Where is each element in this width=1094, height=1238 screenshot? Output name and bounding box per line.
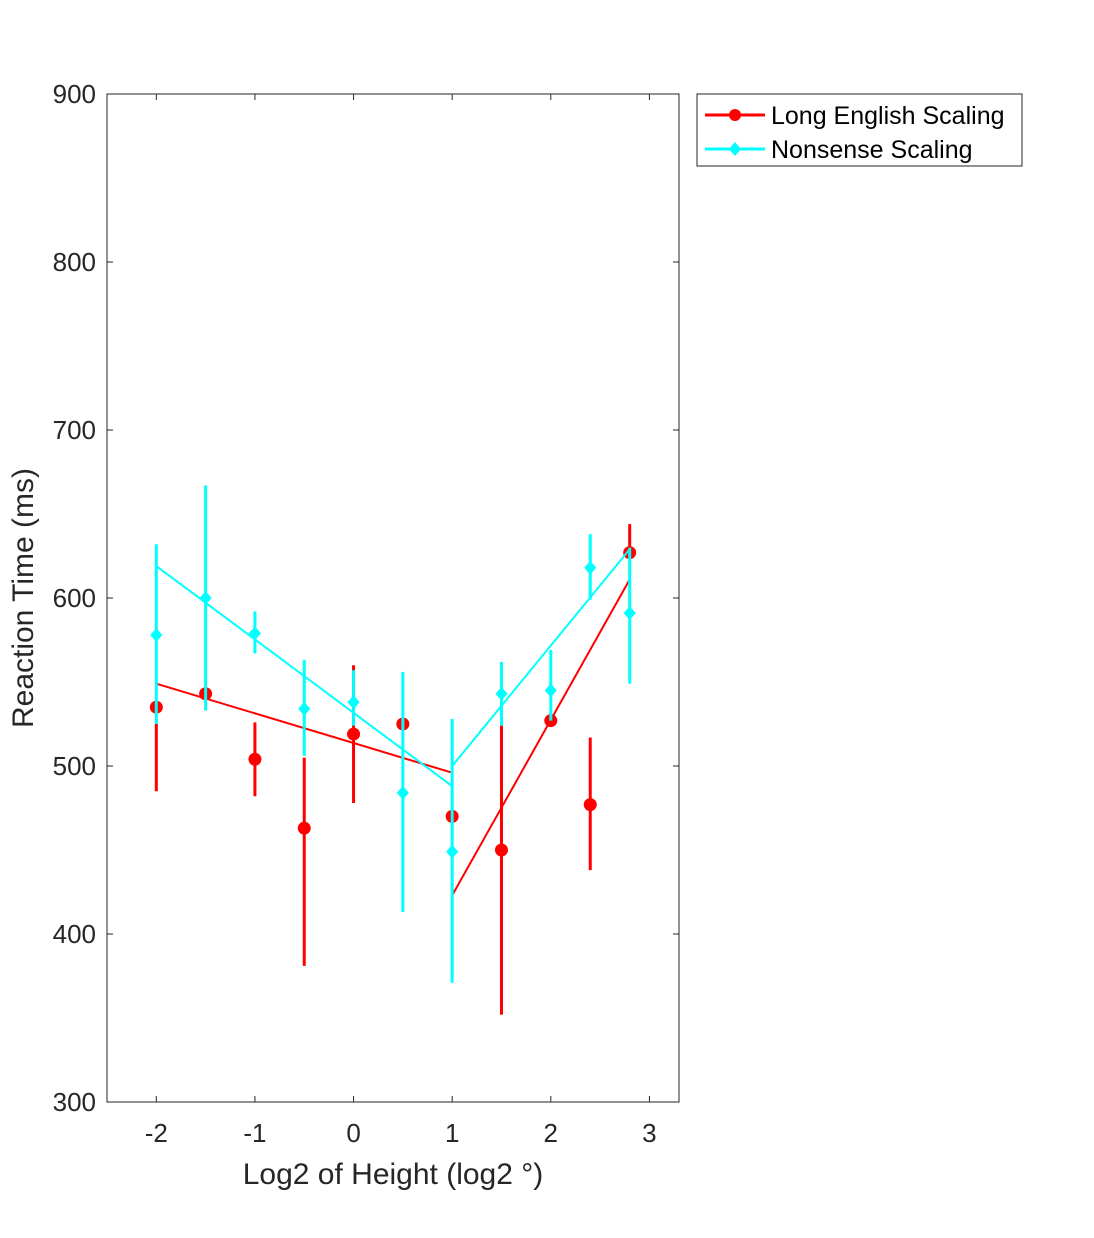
- x-axis-title: Log2 of Height (log2 °): [243, 1158, 544, 1191]
- x-tick-label: -1: [243, 1118, 266, 1148]
- data-point-long-english: [297, 821, 311, 835]
- y-tick-label: 500: [53, 751, 96, 781]
- x-tick-label: 3: [642, 1118, 656, 1148]
- data-point-long-english: [248, 752, 262, 766]
- legend-marker-long-english: [729, 109, 741, 121]
- legend-label-long-english: Long English Scaling: [771, 102, 1005, 130]
- fit-line-nonsense: [451, 548, 631, 767]
- chart-marks: [149, 485, 637, 1015]
- data-point-long-english: [583, 798, 597, 812]
- plot-area: [106, 93, 680, 1103]
- data-point-nonsense: [347, 695, 360, 710]
- data-point-nonsense: [446, 844, 459, 859]
- y-tick-label: 300: [53, 1087, 96, 1117]
- y-tick-label: 900: [53, 79, 96, 109]
- data-point-nonsense: [248, 626, 261, 641]
- x-tick-label: 1: [445, 1118, 459, 1148]
- data-point-nonsense: [544, 683, 557, 698]
- data-point-nonsense: [584, 560, 597, 575]
- legend: Long English Scaling Nonsense Scaling: [696, 93, 1023, 167]
- legend-box: [696, 93, 1023, 167]
- fit-line-long-english: [451, 579, 631, 896]
- data-point-long-english: [494, 843, 508, 857]
- x-tick-label: 0: [346, 1118, 360, 1148]
- y-axis-title: Reaction Time (ms): [7, 468, 40, 728]
- data-point-nonsense: [199, 591, 212, 605]
- x-tick-label: 2: [544, 1118, 558, 1148]
- data-point-nonsense: [495, 686, 508, 701]
- y-tick-label: 400: [53, 919, 96, 949]
- y-tick-label: 800: [53, 247, 96, 277]
- legend-marker-nonsense: [729, 142, 741, 156]
- legend-label-nonsense: Nonsense Scaling: [771, 136, 973, 164]
- y-ticks: 300 400 500 600 700 800 900: [53, 79, 679, 1117]
- data-point-long-english: [347, 727, 361, 741]
- x-ticks: -2 -1 0 1 2 3: [145, 94, 657, 1148]
- data-point-nonsense: [623, 606, 636, 621]
- y-tick-label: 600: [53, 583, 96, 613]
- data-point-nonsense: [298, 701, 311, 716]
- x-tick-label: -2: [145, 1118, 168, 1148]
- y-tick-label: 700: [53, 415, 96, 445]
- data-point-nonsense: [396, 785, 409, 800]
- data-point-nonsense: [150, 627, 163, 642]
